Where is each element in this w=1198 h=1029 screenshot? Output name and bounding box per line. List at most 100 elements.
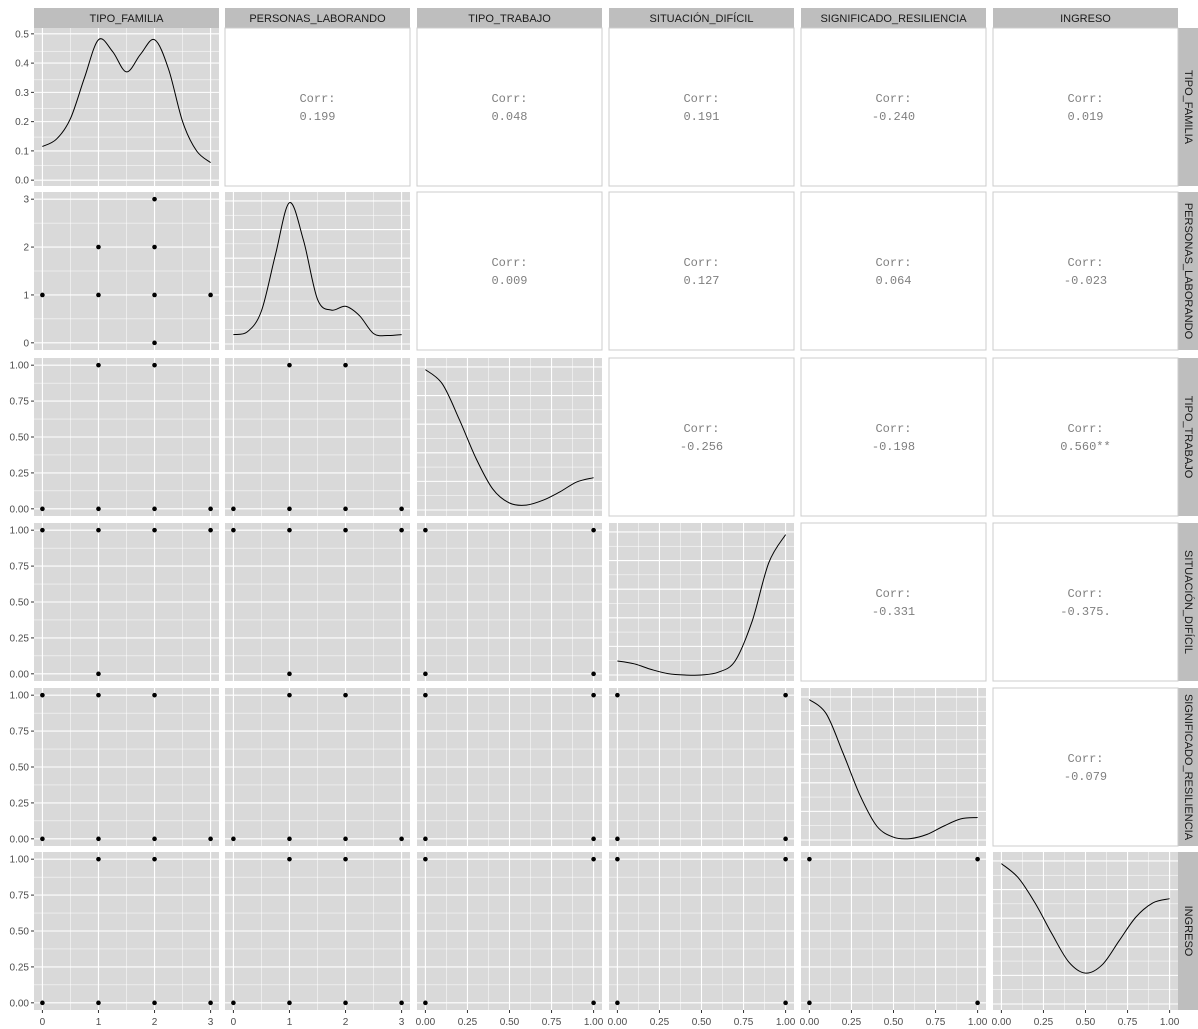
data-point [96,692,101,698]
data-point [615,692,620,698]
x-tick-label: 0 [231,1017,237,1028]
data-point [399,836,404,842]
correlation-label: Corr: [299,92,335,106]
y-tick-label: 0.75 [10,727,30,738]
x-tick-label: 1 [96,1017,102,1028]
data-point [96,292,101,298]
density-curve [617,534,787,676]
correlation-panel [992,27,1179,187]
row-strip [1178,358,1198,516]
correlation-panel [224,27,411,187]
density-curve [1001,863,1170,974]
data-point [287,527,292,533]
data-point [975,856,980,862]
density-curve [42,38,211,163]
data-point [343,836,348,842]
y-tick-label: 0.50 [10,927,30,938]
data-point [96,506,101,512]
correlation-panel [992,522,1179,682]
x-tick-label: 0.50 [692,1017,712,1028]
y-tick-label: 0.4 [15,59,29,70]
row-strip [1178,523,1198,681]
correlation-value: -0.079 [1064,770,1107,784]
data-point [783,836,788,842]
correlation-label: Corr: [1067,256,1103,270]
x-tick-label: 2 [152,1017,158,1028]
correlation-value: -0.331 [872,605,915,619]
data-point [423,856,428,862]
y-tick-label: 0.75 [10,891,30,902]
y-tick-label: 0.50 [10,598,30,609]
data-point [96,527,101,533]
y-tick-label: 0.25 [10,468,30,479]
x-tick-label: 0.00 [992,1017,1012,1028]
correlation-label: Corr: [875,587,911,601]
y-tick-label: 0.25 [10,633,30,644]
column-strip [609,8,794,28]
row-strip-label: PERSONAS_LABORANDO [1182,203,1194,340]
data-point [783,856,788,862]
correlation-label: Corr: [1067,587,1103,601]
column-strip-label: TIPO_FAMILIA [90,13,165,25]
data-point [96,671,101,677]
y-tick-label: 0.50 [10,433,30,444]
correlation-value: 0.560** [1060,440,1110,454]
x-tick-label: 0.50 [1076,1017,1096,1028]
correlation-panel [608,191,795,351]
data-point [591,836,596,842]
correlation-value: -0.023 [1064,274,1107,288]
data-point [287,692,292,698]
y-tick-label: 0.00 [10,504,30,515]
data-point [591,1000,596,1006]
data-point [208,527,213,533]
data-point [615,856,620,862]
y-tick-label: 2 [23,243,29,254]
correlation-value: 0.019 [1067,110,1103,124]
y-tick-label: 0.50 [10,763,30,774]
data-point [591,692,596,698]
column-strip-label: INGRESO [1060,13,1111,25]
data-point [615,836,620,842]
column-strip [225,8,410,28]
data-point [208,1000,213,1006]
data-point [287,506,292,512]
correlation-label: Corr: [1067,752,1103,766]
data-point [287,856,292,862]
x-tick-label: 1.00 [1160,1017,1180,1028]
data-point [287,362,292,368]
correlation-value: 0.191 [683,110,719,124]
row-strip [1178,28,1198,186]
correlation-label: Corr: [1067,422,1103,436]
correlation-panel [800,191,987,351]
data-point [423,671,428,677]
x-tick-label: 0.50 [500,1017,520,1028]
data-point [96,836,101,842]
row-strip-label: SITUACIÓN_DIFÍCIL [1182,550,1195,654]
x-tick-label: 0.25 [458,1017,478,1028]
data-point [343,692,348,698]
correlation-label: Corr: [491,92,527,106]
correlation-value: 0.009 [491,274,527,288]
row-strip [1178,192,1198,350]
density-curve [809,699,978,840]
data-point [423,1000,428,1006]
correlation-value: -0.375. [1060,605,1110,619]
data-point [343,856,348,862]
x-tick-label: 1.00 [776,1017,796,1028]
data-point [783,1000,788,1006]
data-point [152,292,157,298]
correlation-value: -0.198 [872,440,915,454]
column-strip-label: PERSONAS_LABORANDO [249,13,386,25]
y-tick-label: 0.2 [15,117,29,128]
correlation-value: -0.256 [680,440,723,454]
x-tick-label: 0.75 [1118,1017,1138,1028]
x-tick-label: 3 [208,1017,214,1028]
x-tick-label: 0 [40,1017,46,1028]
row-strip [1178,688,1198,846]
x-tick-label: 3 [399,1017,405,1028]
y-tick-label: 0.75 [10,562,30,573]
correlation-label: Corr: [875,422,911,436]
x-tick-label: 0.75 [734,1017,754,1028]
correlation-panel [800,522,987,682]
